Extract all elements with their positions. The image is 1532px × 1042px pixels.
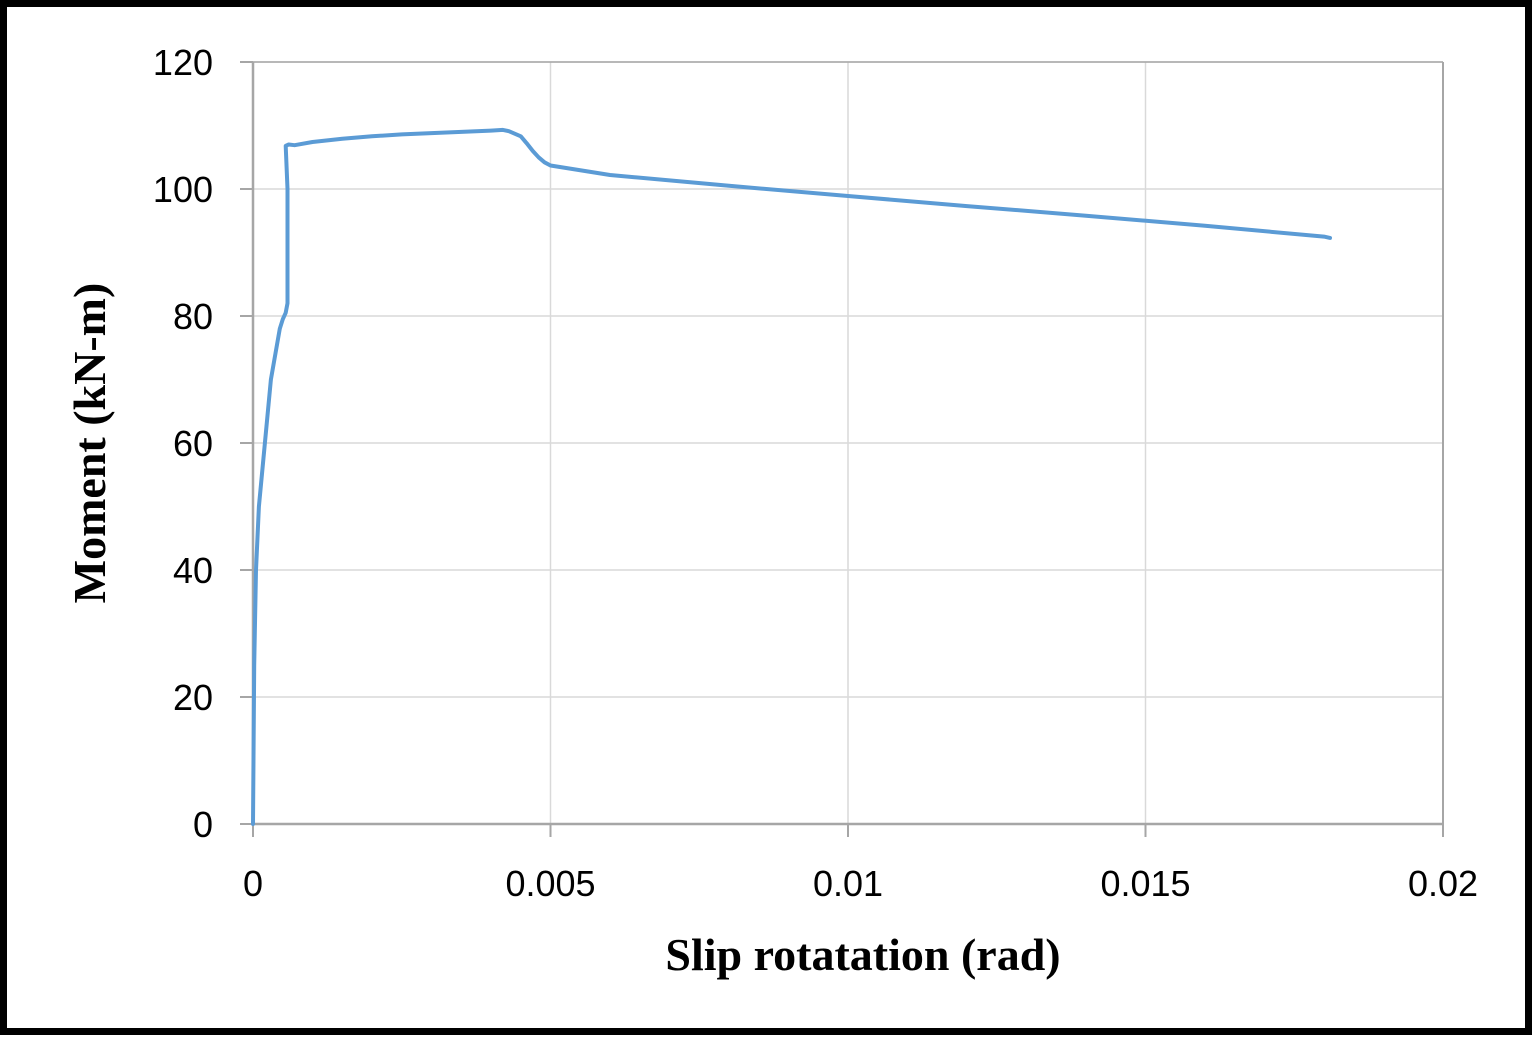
x-tick-label: 0 xyxy=(243,863,263,904)
x-axis-title: Slip rotatation (rad) xyxy=(665,929,1060,980)
x-tick-label: 0.02 xyxy=(1408,863,1478,904)
series-layer xyxy=(251,127,1332,826)
y-tick-label: 40 xyxy=(173,550,213,591)
y-tick-label: 0 xyxy=(193,804,213,845)
x-tick-label: 0.015 xyxy=(1100,863,1190,904)
y-tick-label: 120 xyxy=(153,42,213,83)
y-axis-title: Moment (kN-m) xyxy=(64,283,115,604)
y-tick-label: 80 xyxy=(173,296,213,337)
x-tick-label: 0.01 xyxy=(813,863,883,904)
tick-labels: 0 20 40 60 80 100 120 0 0.005 0.01 0.015 0.02 xyxy=(153,42,1478,904)
axes xyxy=(240,61,1444,837)
y-tick-label: 20 xyxy=(173,677,213,718)
slip-rotation-moment-chart: 0 20 40 60 80 100 120 0 0.005 0.01 0.015 0.02 Slip … xyxy=(64,42,1478,980)
x-tick-label: 0.005 xyxy=(505,863,595,904)
gridlines xyxy=(253,61,1444,824)
series-line xyxy=(251,127,1332,826)
y-tick-label: 100 xyxy=(153,169,213,210)
y-tick-label: 60 xyxy=(173,423,213,464)
